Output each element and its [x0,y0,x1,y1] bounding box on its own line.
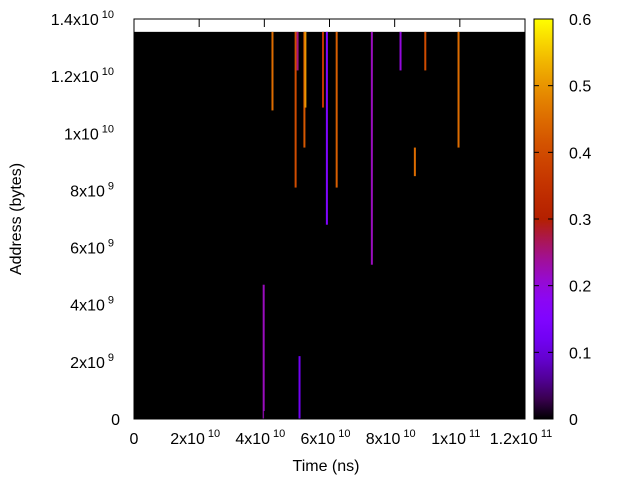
y-tick-label: 1x10 10 [64,123,114,143]
x-tick-label: 1x10 11 [431,428,480,448]
heatmap-streak [370,31,373,265]
x-axis-label: Time (ns) [293,458,360,475]
x-tick-label: 4x10 10 [235,428,285,448]
heatmap-background [134,31,525,419]
heatmap-streak [321,31,324,108]
heatmap-streak [424,31,427,71]
y-tick-label: 6x10 9 [70,238,114,258]
colorbar-tick-label: 0.3 [569,212,591,229]
heatmap-streak [325,31,328,225]
heatmap-streak [304,31,307,108]
colorbar-tick-label: 0.6 [569,12,591,29]
colorbar-tick-label: 0.5 [569,79,591,96]
x-tick-label: 8x10 10 [366,428,416,448]
heatmap-streak [413,147,416,177]
colorbar-tick-label: 0.4 [569,145,591,162]
colorbar-tick-label: 0.2 [569,279,591,296]
y-tick-label: 8x10 9 [70,180,114,200]
heatmap-streak [298,356,301,419]
y-tick-label: 2x10 9 [70,352,114,372]
y-tick-label: 0 [111,412,120,429]
heatmap-streak [271,31,274,111]
heatmap-streak [296,31,299,71]
y-axis-label: Address (bytes) [8,163,25,275]
colorbar-tick-label: 0 [569,412,578,429]
y-tick-label: 4x10 9 [70,295,114,315]
heatmap-streak [335,31,338,188]
y-tick-label: 1.4x10 10 [51,9,114,29]
x-tick-label: 1.2x10 11 [490,428,552,448]
heatmap-streak [262,284,265,419]
heatmap-streak [457,31,460,148]
x-tick-label: 2x10 10 [170,428,220,448]
y-tick-label: 1.2x10 10 [51,66,114,86]
x-tick-label: 6x10 10 [301,428,351,448]
heatmap-streak [399,31,402,71]
colorbar-tick-label: 0.1 [569,345,591,362]
x-tick-label: 0 [130,431,139,448]
heatmap-streak [294,31,297,188]
